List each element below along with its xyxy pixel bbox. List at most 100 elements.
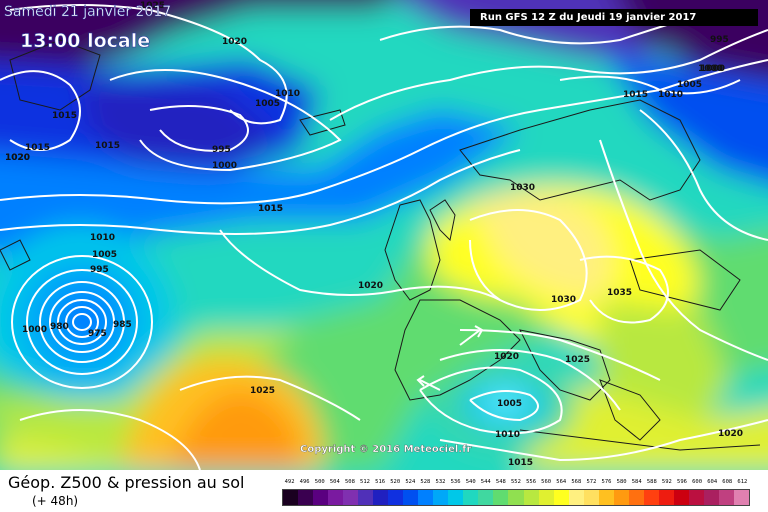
scale-tick-label: 592 [661, 479, 672, 485]
isobar-label: 1005 [92, 250, 117, 260]
scale-tick-label: 608 [722, 479, 733, 485]
isobar-label: 1015 [95, 141, 120, 151]
isobar-label: 1000 [212, 161, 237, 171]
scale-tick-label: 532 [435, 479, 446, 485]
color-scale-bar [282, 489, 750, 506]
isobar-labels: 1025 1020 1015 1015 1020 1015 1005 1010 … [5, 1, 743, 468]
scale-swatch [508, 490, 524, 505]
isobar-label: 1025 [250, 386, 275, 396]
scale-tick-label: 496 [299, 479, 310, 485]
scale-tick-label: 540 [465, 479, 476, 485]
scale-swatch [298, 490, 314, 505]
isobar-label: 1000 [22, 325, 47, 335]
isobar-label: 995 [710, 35, 729, 45]
isobar-label: 1015 [258, 204, 283, 214]
scale-tick-label: 500 [314, 479, 325, 485]
scale-tick-label: 508 [344, 479, 355, 485]
isobar-label: 1035 [607, 288, 632, 298]
isobar-label: 995 [212, 145, 231, 155]
isobar-label: 985 [113, 320, 132, 330]
isobar-label: 1020 [5, 153, 30, 163]
isobar-label: 1015 [258, 204, 283, 214]
scale-swatch [403, 490, 419, 505]
scale-swatch [703, 490, 719, 505]
isobar-label: 1030 [551, 295, 576, 305]
scale-swatch [613, 490, 629, 505]
isobars [0, 4, 768, 470]
isobar-label: 1005 [677, 80, 702, 90]
scale-swatch [523, 490, 539, 505]
isobar-label: 1030 [510, 183, 535, 193]
scale-swatch [388, 490, 404, 505]
scale-tick-label: 604 [707, 479, 718, 485]
isobar-label: 1010 [495, 430, 520, 440]
isobar-label: 980 [50, 322, 69, 332]
scale-tick-label: 552 [510, 479, 521, 485]
scale-swatch [598, 490, 614, 505]
forecast-date: Samedi 21 janvier 2017 [4, 4, 172, 20]
isobar-label: 1015 [25, 143, 50, 153]
map-title: Géop. Z500 & pression au sol [8, 473, 245, 492]
scale-swatch [553, 490, 569, 505]
scale-tick-label: 600 [692, 479, 703, 485]
scale-tick-label: 524 [405, 479, 416, 485]
scale-swatch [628, 490, 644, 505]
scale-swatch [343, 490, 359, 505]
scale-swatch [658, 490, 674, 505]
scale-tick-label: 568 [571, 479, 582, 485]
isobar-label: 1005 [255, 99, 280, 109]
scale-tick-label: 576 [601, 479, 612, 485]
scale-tick-label: 584 [631, 479, 642, 485]
isobar-label: 1020 [718, 429, 743, 439]
scale-swatch [688, 490, 704, 505]
coastlines [0, 39, 761, 451]
scale-tick-label: 528 [420, 479, 431, 485]
scale-swatch [673, 490, 689, 505]
scale-tick-label: 504 [329, 479, 340, 485]
scale-tick-label: 580 [616, 479, 627, 485]
scale-swatch [283, 490, 299, 505]
scale-swatch [373, 490, 389, 505]
scale-tick-label: 492 [284, 479, 295, 485]
scale-tick-label: 572 [586, 479, 597, 485]
scale-swatch [538, 490, 554, 505]
isobar-label: 1025 [140, 1, 165, 11]
scale-swatch [433, 490, 449, 505]
isobar-label: 975 [88, 329, 107, 339]
color-scale-labels: 492 496 500 504 508 512 516 520 524 528 532 536 540 5… [282, 479, 750, 489]
scale-tick-label: 520 [390, 479, 401, 485]
scale-tick-label: 564 [556, 479, 567, 485]
scale-tick-label: 512 [360, 479, 370, 485]
forecast-offset: (+ 48h) [32, 494, 79, 508]
scale-tick-label: 596 [677, 479, 687, 485]
isobar-label: 1010 [658, 90, 683, 100]
footer: Géop. Z500 & pression au sol (+ 48h) 492… [0, 470, 768, 512]
forecast-time: 13:00 locale [20, 30, 151, 53]
isobar-label: 1015 [52, 111, 77, 121]
isobar-label: 1015 [623, 90, 648, 100]
scale-swatch [448, 490, 464, 505]
isobar-label: 1020 [5, 153, 30, 163]
scale-swatch [463, 490, 479, 505]
isobar-label: 1000 [698, 64, 723, 74]
scale-tick-label: 588 [646, 479, 657, 485]
scale-tick-label: 612 [737, 479, 748, 485]
flow-arrows [416, 325, 484, 391]
scale-tick-label: 556 [526, 479, 537, 485]
copyright: Copyright © 2016 Meteociel.fr [300, 444, 472, 455]
scale-swatch [583, 490, 599, 505]
isobar-label: 1010 [275, 89, 300, 99]
scale-tick-label: 536 [450, 479, 461, 485]
isobar-label: 1020 [494, 352, 519, 362]
isobar-label: 1020 [358, 281, 383, 291]
scale-tick-label: 560 [541, 479, 552, 485]
isobar-label: 1020 [222, 37, 247, 47]
isobar-label: 1010 [90, 233, 115, 243]
scale-swatch [643, 490, 659, 505]
scale-tick-label: 544 [480, 479, 491, 485]
isobar-label: 1015 [508, 458, 533, 468]
scale-swatch [313, 490, 329, 505]
scale-swatch [733, 490, 749, 505]
isobar-label: 1025 [565, 355, 590, 365]
scale-swatch [328, 490, 344, 505]
